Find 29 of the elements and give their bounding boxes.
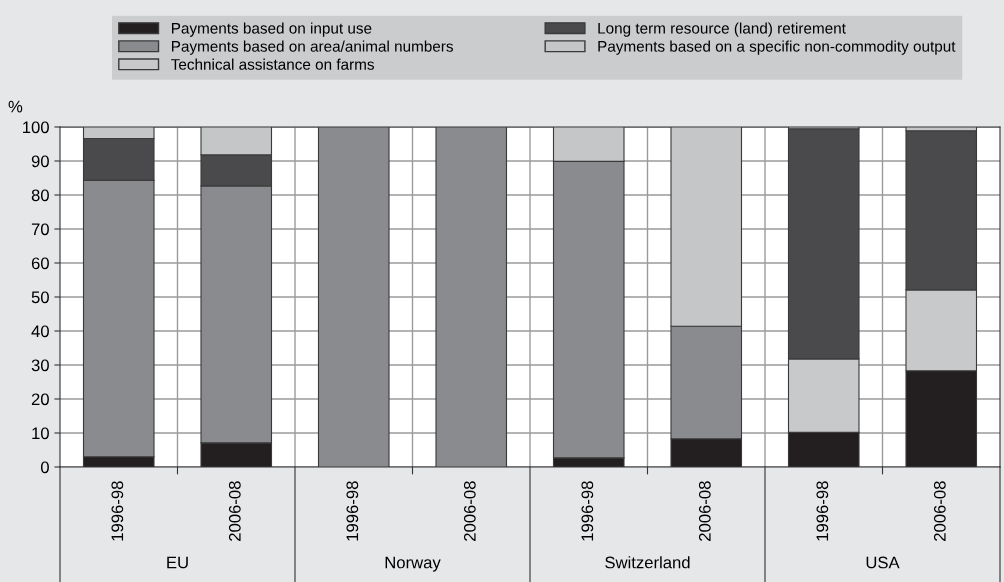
x-tick-label: 2006-08 — [933, 481, 946, 541]
text: Norway — [385, 556, 441, 572]
x-tick-label: 1996-98 — [816, 481, 829, 541]
y-tick-label: 100 — [23, 121, 49, 134]
text: EU — [167, 556, 188, 569]
x-tick-label: 1996-98 — [581, 481, 594, 541]
y-tick-label: 20 — [31, 393, 49, 406]
legend-label: Payments based on input use — [172, 22, 372, 37]
y-tick-label: 10 — [32, 427, 49, 440]
y-tick-label: 80 — [31, 189, 49, 202]
y-tick-label: 30 — [31, 359, 49, 372]
x-tick-label: 1996-98 — [111, 481, 124, 541]
y-tick-label: 60 — [31, 257, 49, 270]
y-tick-label: 90 — [31, 155, 49, 168]
y-tick-label: 50 — [31, 291, 49, 304]
text: USA — [866, 556, 900, 569]
legend-label: Payments based on area/animal numbers — [172, 40, 453, 55]
x-tick-label: 2006-08 — [228, 481, 241, 541]
y-tick-label: 70 — [31, 223, 49, 236]
x-tick-label: 2006-08 — [463, 481, 476, 541]
legend-label: Payments based on a specific non-commodity output — [598, 40, 956, 55]
x-tick-label: 2006-08 — [698, 481, 711, 541]
legend-label: Technical assistance on farms — [171, 58, 374, 70]
legend-label: Long term resource (land) retirement — [598, 22, 846, 37]
text: Switzerland — [605, 556, 690, 569]
y-axis-title: % — [8, 100, 23, 113]
y-tick-label: 0 — [40, 461, 49, 474]
y-tick-label: 40 — [31, 325, 49, 338]
x-tick-label: 1996-98 — [346, 481, 359, 541]
